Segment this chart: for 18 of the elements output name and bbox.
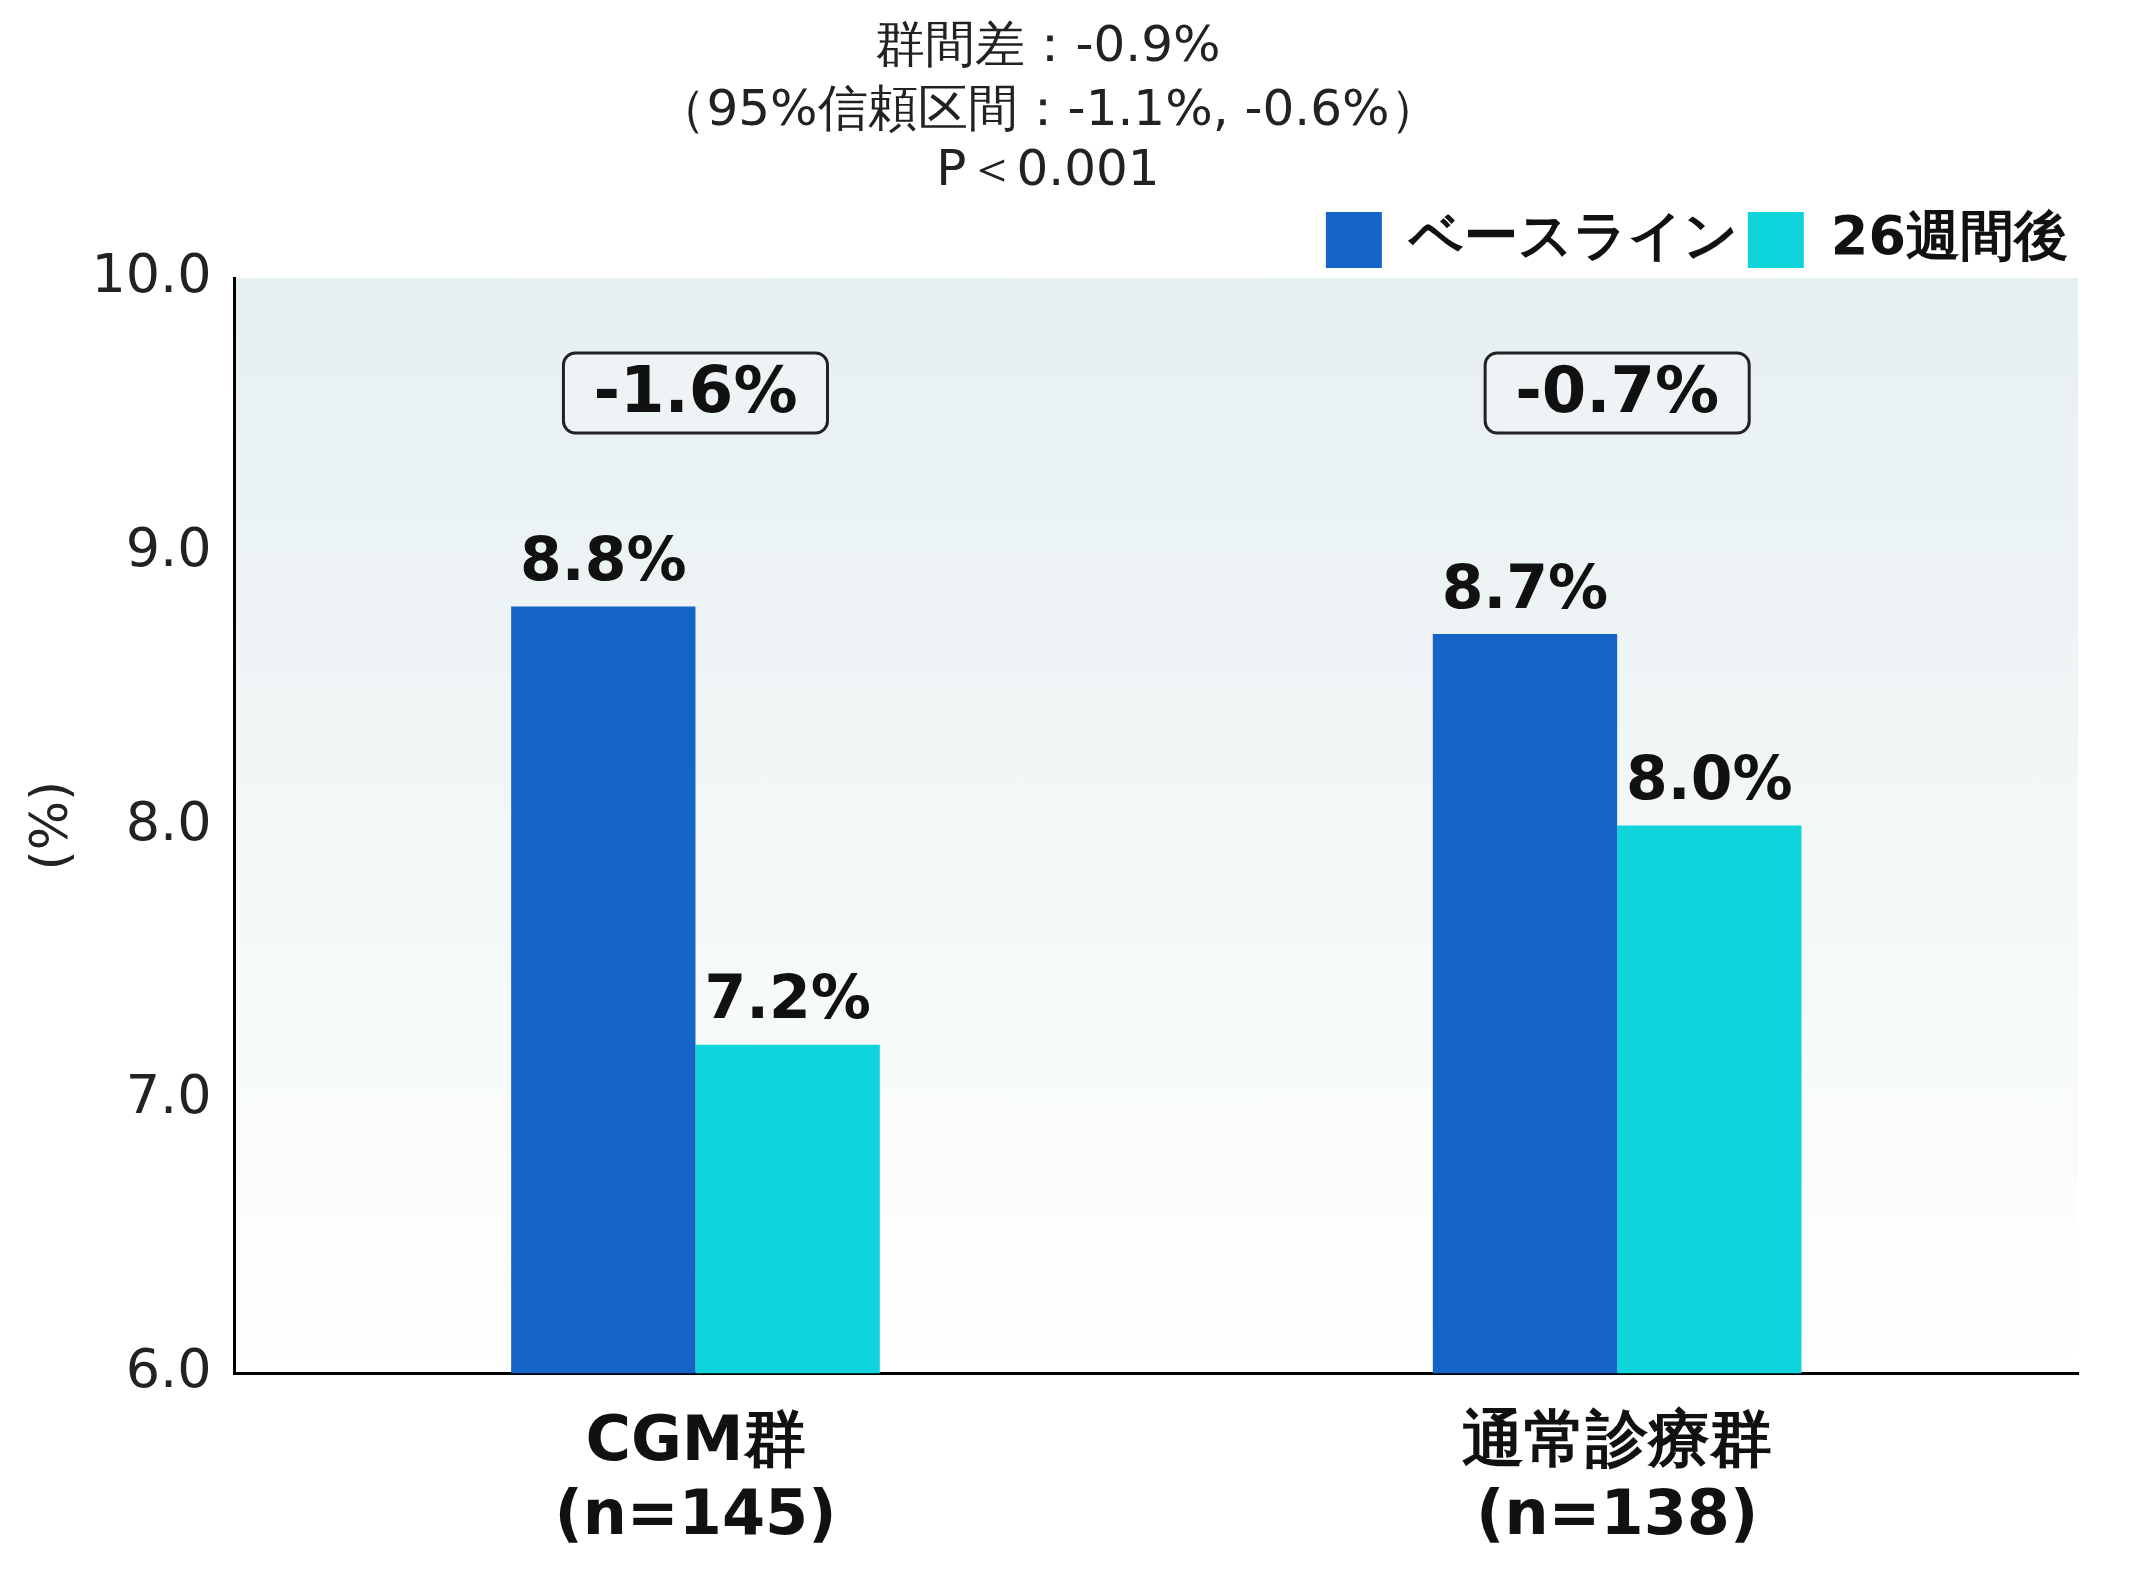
legend-label: 26週間後 xyxy=(1830,204,2069,268)
chart-subtitle: （95%信頼区間：-1.1%, -0.6%） P＜0.001 xyxy=(656,78,1440,197)
chart-title: 群間差：-0.9% xyxy=(875,14,1221,73)
y-tick-label: 9.0 xyxy=(125,515,212,579)
y-tick-label: 8.0 xyxy=(125,789,212,853)
data-label: 7.2% xyxy=(704,962,871,1033)
x-tick-label: CGM群 (n=145) xyxy=(554,1401,837,1549)
x-tick-label: 通常診療群 (n=138) xyxy=(1462,1401,1773,1549)
legend-label: ベースライン xyxy=(1406,204,1738,268)
annotation: -1.6% xyxy=(593,352,798,427)
y-axis-title: (%) xyxy=(18,780,79,871)
y-tick-label: 10.0 xyxy=(91,242,212,306)
annotation: -0.7% xyxy=(1515,352,1720,427)
data-label: 8.7% xyxy=(1441,551,1609,622)
y-tick-label: 7.0 xyxy=(125,1063,212,1127)
y-tick-label: 6.0 xyxy=(125,1337,212,1401)
data-label: 8.0% xyxy=(1626,743,1793,814)
data-label: 8.8% xyxy=(520,524,687,595)
